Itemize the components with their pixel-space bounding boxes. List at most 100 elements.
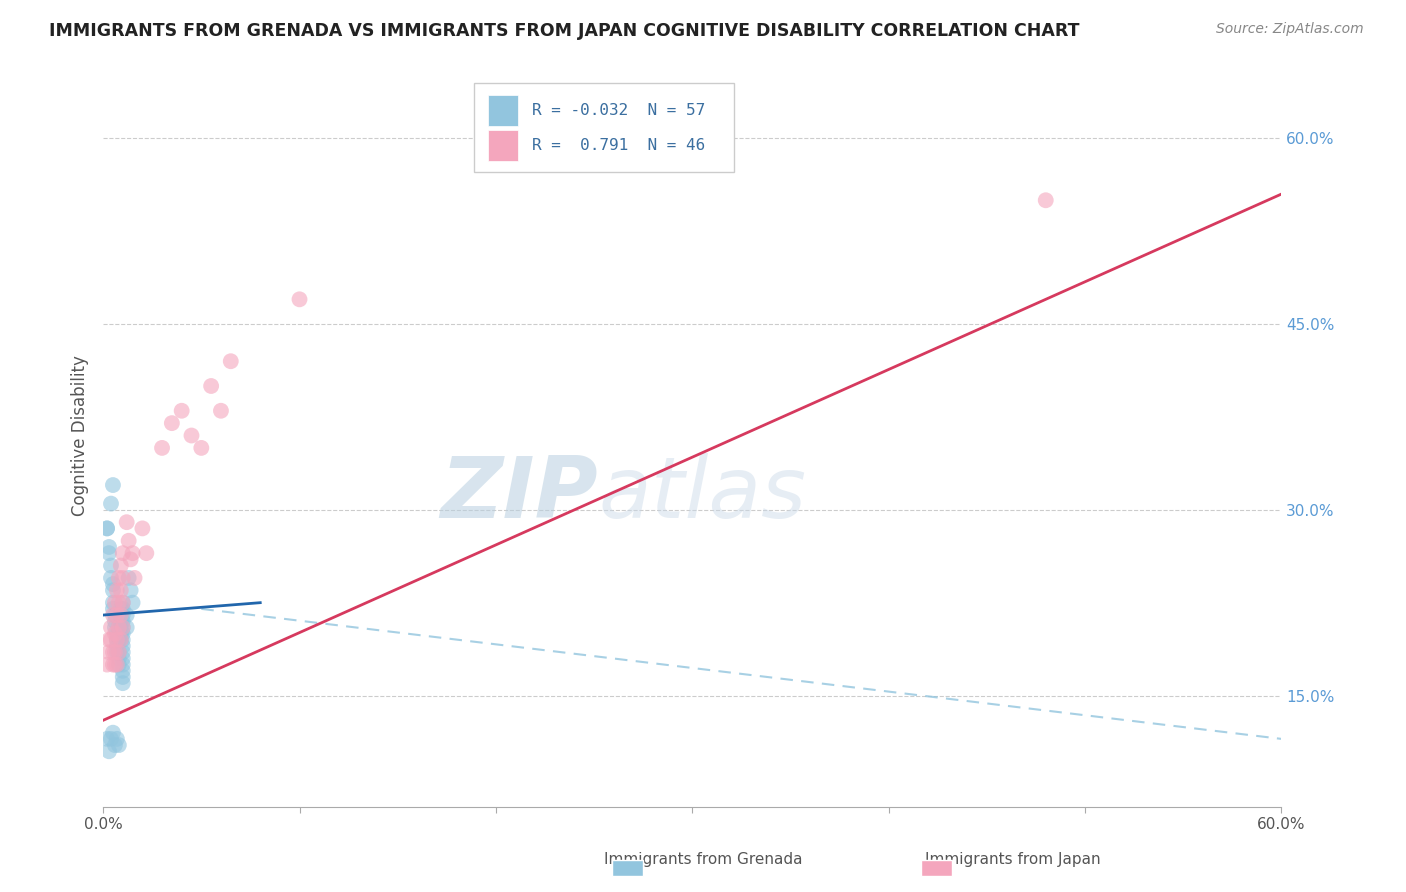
Point <box>115 515 138 529</box>
Point <box>160 416 183 430</box>
Point <box>120 552 142 566</box>
Point <box>110 632 132 647</box>
Point <box>96 521 118 535</box>
Point <box>121 596 143 610</box>
Point <box>110 608 132 623</box>
Point <box>101 583 124 598</box>
Point <box>101 577 124 591</box>
Point <box>105 657 128 672</box>
Point <box>98 540 121 554</box>
FancyBboxPatch shape <box>474 83 734 172</box>
Point <box>115 608 138 623</box>
Point <box>111 602 134 616</box>
Point <box>104 614 127 628</box>
Point <box>96 521 118 535</box>
Point <box>108 620 131 634</box>
Point <box>108 645 131 659</box>
Point <box>170 403 193 417</box>
Point <box>100 558 122 573</box>
Point <box>110 558 132 573</box>
Point <box>135 546 157 560</box>
Point <box>1035 194 1057 208</box>
Point <box>120 583 142 598</box>
Point <box>105 626 128 640</box>
Point <box>111 614 134 628</box>
Point <box>111 632 134 647</box>
FancyBboxPatch shape <box>488 130 517 161</box>
Point <box>100 620 122 634</box>
Point <box>100 632 122 647</box>
Point <box>105 731 128 746</box>
Point <box>111 596 134 610</box>
Point <box>150 441 173 455</box>
Point <box>108 632 131 647</box>
Point <box>104 645 127 659</box>
Point <box>111 626 134 640</box>
Point <box>108 620 131 634</box>
Point <box>100 497 122 511</box>
Point <box>121 546 143 560</box>
Point <box>111 620 134 634</box>
Point <box>131 521 153 535</box>
Point <box>104 608 127 623</box>
Point <box>115 620 138 634</box>
Point <box>111 546 134 560</box>
Point <box>105 632 128 647</box>
Text: Source: ZipAtlas.com: Source: ZipAtlas.com <box>1216 22 1364 37</box>
Point <box>219 354 242 368</box>
Point <box>111 571 134 585</box>
Point <box>110 583 132 598</box>
Point <box>108 645 131 659</box>
Point <box>105 583 128 598</box>
Point <box>100 731 122 746</box>
Point <box>104 738 127 752</box>
Point <box>110 608 132 623</box>
Point <box>98 546 121 560</box>
Point <box>108 596 131 610</box>
Point <box>100 571 122 585</box>
Point <box>104 620 127 634</box>
Point <box>118 571 141 585</box>
Point <box>209 403 232 417</box>
Point <box>111 639 134 653</box>
Point <box>110 626 132 640</box>
Text: Immigrants from Grenada: Immigrants from Grenada <box>603 852 803 867</box>
Point <box>108 738 131 752</box>
Point <box>105 639 128 653</box>
Point <box>180 428 202 442</box>
Point <box>98 744 121 758</box>
Point <box>118 533 141 548</box>
Point <box>110 632 132 647</box>
Text: R =  0.791  N = 46: R = 0.791 N = 46 <box>531 138 706 153</box>
Point <box>98 645 121 659</box>
FancyBboxPatch shape <box>488 95 517 127</box>
Point <box>108 571 131 585</box>
Point <box>110 602 132 616</box>
Point <box>98 632 121 647</box>
Point <box>101 657 124 672</box>
Point <box>111 645 134 659</box>
Point <box>105 608 128 623</box>
Point <box>101 725 124 739</box>
Y-axis label: Cognitive Disability: Cognitive Disability <box>72 355 89 516</box>
Point <box>111 664 134 678</box>
Point <box>101 608 124 623</box>
Text: R = -0.032  N = 57: R = -0.032 N = 57 <box>531 103 706 119</box>
Point <box>108 657 131 672</box>
Point <box>101 602 124 616</box>
Point <box>96 657 118 672</box>
Text: IMMIGRANTS FROM GRENADA VS IMMIGRANTS FROM JAPAN COGNITIVE DISABILITY CORRELATIO: IMMIGRANTS FROM GRENADA VS IMMIGRANTS FR… <box>49 22 1080 40</box>
Point <box>111 676 134 690</box>
Point <box>111 670 134 684</box>
Point <box>111 596 134 610</box>
Point <box>104 596 127 610</box>
Point <box>111 651 134 665</box>
Point <box>104 657 127 672</box>
Point <box>110 614 132 628</box>
Text: Immigrants from Japan: Immigrants from Japan <box>925 852 1099 867</box>
Point <box>111 620 134 634</box>
Point <box>124 571 146 585</box>
Point <box>105 632 128 647</box>
Point <box>111 608 134 623</box>
Text: ZIP: ZIP <box>440 453 598 536</box>
